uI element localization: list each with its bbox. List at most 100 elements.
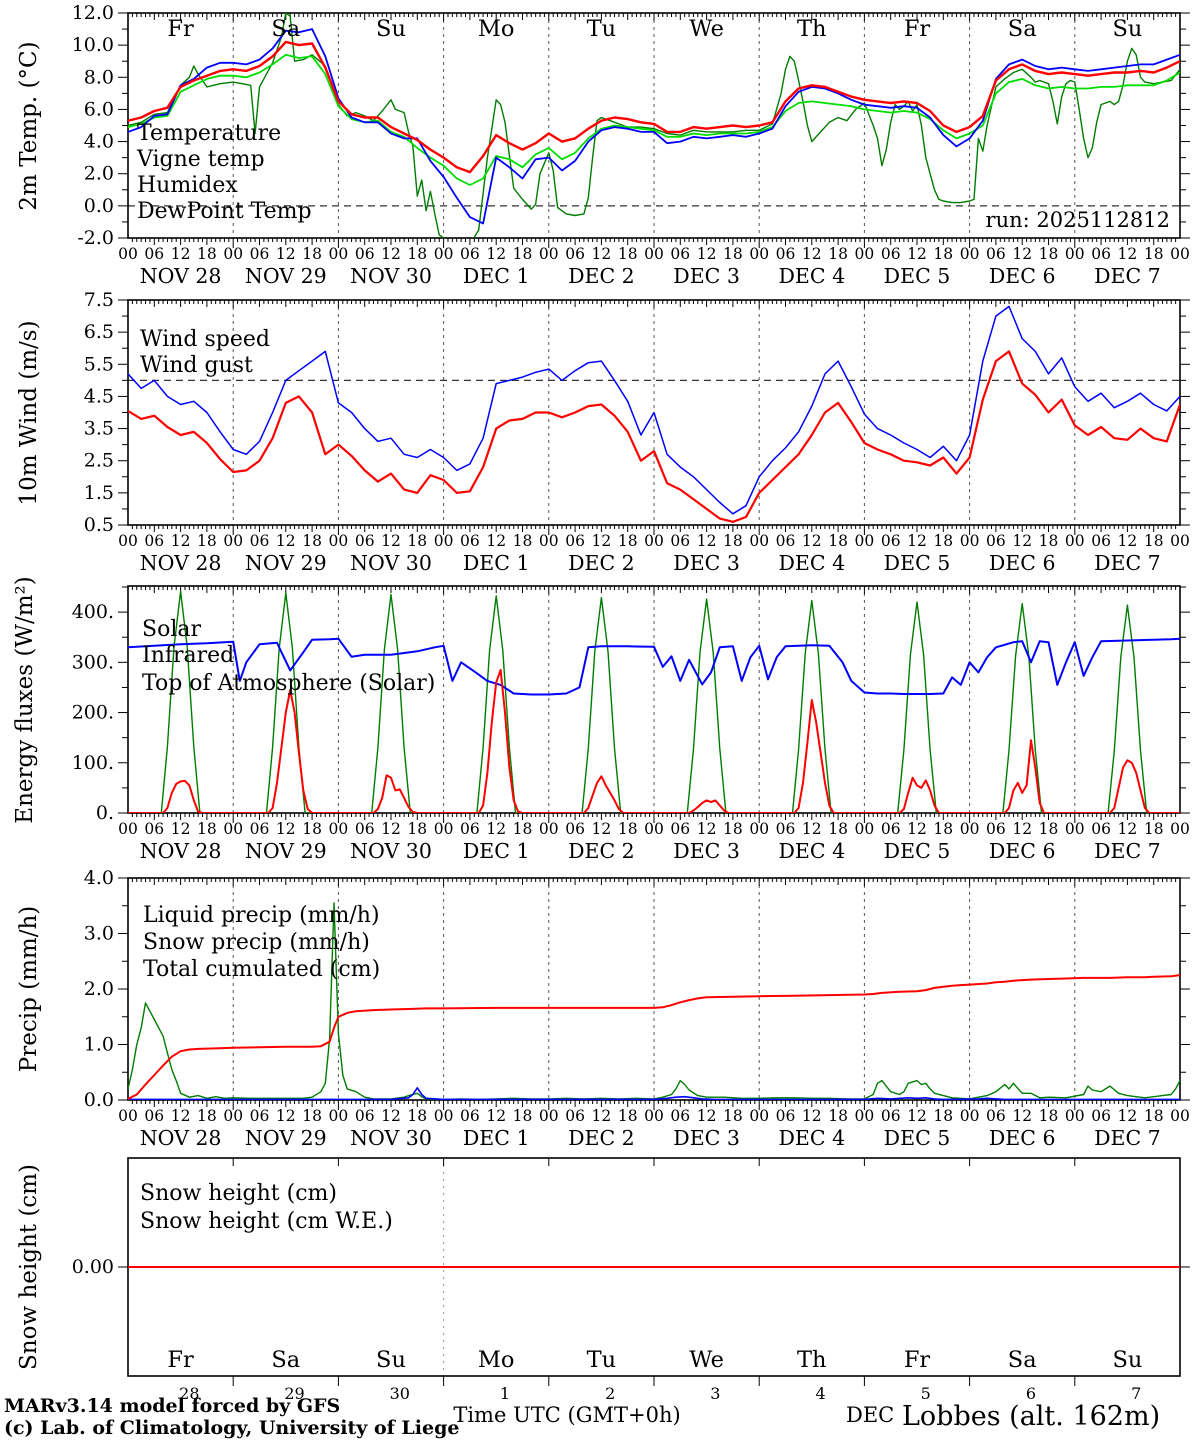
x-hour-label: 00 bbox=[223, 1107, 243, 1125]
x-date-label: NOV 29 bbox=[245, 839, 327, 863]
x-hour-label: 12 bbox=[381, 1107, 401, 1125]
x-hour-label: 00 bbox=[749, 245, 769, 263]
x-hour-label: 12 bbox=[592, 245, 612, 263]
x-hour-label: 00 bbox=[329, 245, 349, 263]
day-name-label: Fr bbox=[167, 1347, 194, 1373]
x-hour-label: 12 bbox=[486, 532, 506, 550]
x-date-label: DEC 2 bbox=[568, 839, 635, 863]
x-hour-label: 06 bbox=[1091, 245, 1111, 263]
x-hour-label: 00 bbox=[960, 820, 980, 838]
y-tick-label: 400. bbox=[72, 601, 114, 623]
x-hour-label: 06 bbox=[144, 820, 164, 838]
x-hour-label: 18 bbox=[723, 1107, 743, 1125]
x-hour-label: 00 bbox=[1170, 245, 1190, 263]
x-hour-label: 12 bbox=[276, 1107, 296, 1125]
x-hour-label: 12 bbox=[1012, 245, 1032, 263]
series-snow-precip bbox=[128, 1087, 1180, 1100]
x-date-label: NOV 30 bbox=[350, 1126, 432, 1150]
x-hour-label: 06 bbox=[144, 245, 164, 263]
x-hour-label: 18 bbox=[197, 1107, 217, 1125]
x-date-label: DEC 1 bbox=[463, 1126, 530, 1150]
day-name-label: Fr bbox=[904, 16, 931, 42]
day-number-label: 28 bbox=[179, 1384, 199, 1403]
y-tick-label: 6.5 bbox=[84, 321, 114, 343]
x-date-label: DEC 4 bbox=[778, 551, 845, 575]
axis-ticks bbox=[118, 1158, 1190, 1386]
x-hour-label: 00 bbox=[118, 1107, 138, 1125]
x-date-label: DEC 6 bbox=[989, 551, 1056, 575]
panel-frame bbox=[127, 299, 1181, 526]
x-hour-label: 18 bbox=[723, 820, 743, 838]
x-hour-label: 18 bbox=[407, 532, 427, 550]
x-hour-label: 06 bbox=[250, 245, 270, 263]
x-hour-label: 06 bbox=[776, 820, 796, 838]
x-hour-label: 06 bbox=[355, 532, 375, 550]
y-axis-label-precip: Precip (mm/h) bbox=[16, 906, 42, 1072]
x-hour-label: 06 bbox=[1091, 1107, 1111, 1125]
x-hour-label: 12 bbox=[1012, 820, 1032, 838]
day-number-label: 3 bbox=[710, 1384, 720, 1403]
x-date-label: DEC 3 bbox=[673, 839, 740, 863]
x-hour-label: 00 bbox=[223, 820, 243, 838]
y-tick-label: 10.0 bbox=[72, 34, 114, 56]
day-name-label: Sa bbox=[271, 16, 300, 42]
x-date-label: NOV 28 bbox=[140, 264, 222, 288]
day-name-label: Sa bbox=[271, 1347, 300, 1373]
x-hour-label: 00 bbox=[1065, 820, 1085, 838]
day-name-label: Tu bbox=[587, 1347, 617, 1373]
legend-snow-precip: Snow precip (mm/h) bbox=[143, 930, 370, 955]
x-hour-label: 06 bbox=[670, 1107, 690, 1125]
y-tick-label: 6.0 bbox=[84, 98, 114, 120]
x-hour-label: 06 bbox=[355, 245, 375, 263]
x-hour-label: 18 bbox=[1144, 820, 1164, 838]
x-hour-label: 06 bbox=[881, 820, 901, 838]
day-name-label: Su bbox=[376, 1347, 406, 1373]
y-tick-label: 100. bbox=[72, 752, 114, 774]
x-date-label: DEC 3 bbox=[673, 264, 740, 288]
x-hour-label: 12 bbox=[907, 820, 927, 838]
x-hour-label: 00 bbox=[749, 1107, 769, 1125]
x-hour-label: 12 bbox=[171, 245, 191, 263]
x-hour-label: 06 bbox=[670, 820, 690, 838]
day-number-label: 6 bbox=[1026, 1384, 1036, 1403]
x-hour-label: 12 bbox=[1012, 1107, 1032, 1125]
x-hour-label: 18 bbox=[618, 1107, 638, 1125]
x-hour-label: 12 bbox=[907, 532, 927, 550]
x-hour-label: 00 bbox=[539, 245, 559, 263]
x-hour-label: 06 bbox=[776, 532, 796, 550]
legend-temperature: Temperature bbox=[137, 121, 281, 146]
x-hour-label: 18 bbox=[302, 532, 322, 550]
day-number-label: 30 bbox=[390, 1384, 410, 1403]
x-date-label: DEC 7 bbox=[1094, 551, 1161, 575]
day-number-label: 29 bbox=[284, 1384, 304, 1403]
day-name-label: Su bbox=[376, 16, 406, 42]
x-hour-label: 00 bbox=[855, 820, 875, 838]
x-hour-label: 12 bbox=[802, 1107, 822, 1125]
x-hour-label: 18 bbox=[513, 1107, 533, 1125]
y-tick-label: 4.0 bbox=[84, 867, 114, 889]
x-hour-label: 06 bbox=[565, 820, 585, 838]
x-hour-label: 18 bbox=[723, 532, 743, 550]
x-hour-label: 00 bbox=[960, 245, 980, 263]
x-hour-label: 12 bbox=[1118, 532, 1138, 550]
day-name-label: Sa bbox=[1008, 1347, 1037, 1373]
x-hour-label: 12 bbox=[697, 245, 717, 263]
x-date-label: DEC 3 bbox=[673, 551, 740, 575]
x-hour-label: 06 bbox=[565, 245, 585, 263]
x-hour-label: 06 bbox=[460, 820, 480, 838]
x-hour-label: 00 bbox=[434, 245, 454, 263]
footer-lab-credit: (c) Lab. of Climatology, University of L… bbox=[4, 1417, 459, 1439]
x-hour-label: 00 bbox=[1170, 1107, 1190, 1125]
series-group bbox=[128, 902, 1180, 1100]
x-hour-label: 18 bbox=[407, 1107, 427, 1125]
x-hour-label: 06 bbox=[986, 245, 1006, 263]
x-date-label: DEC 7 bbox=[1094, 839, 1161, 863]
day-name-label: We bbox=[689, 1347, 724, 1373]
x-hour-label: 18 bbox=[302, 245, 322, 263]
day-number-label: 4 bbox=[815, 1384, 825, 1403]
x-hour-label: 18 bbox=[302, 820, 322, 838]
series-top-of-atmosphere-solar bbox=[128, 590, 1180, 813]
series-temperature bbox=[128, 40, 1180, 174]
x-hour-label: 12 bbox=[381, 245, 401, 263]
